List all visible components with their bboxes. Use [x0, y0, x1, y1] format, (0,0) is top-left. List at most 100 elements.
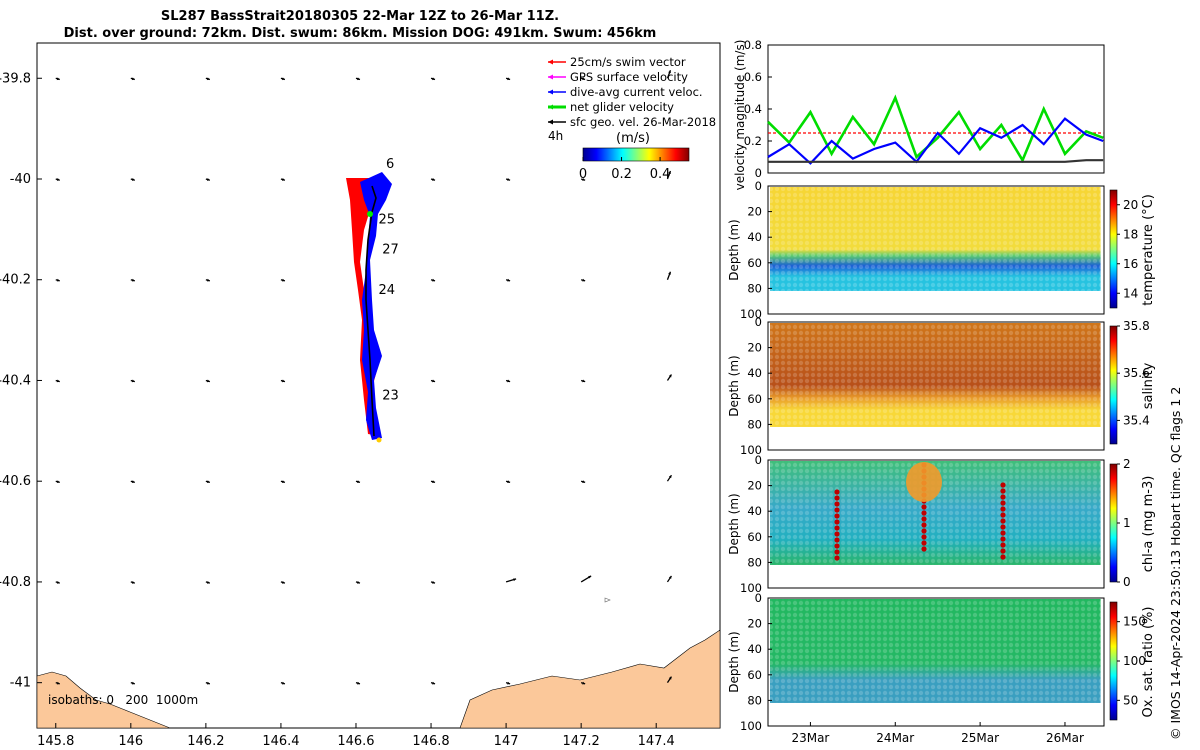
surface-velocity-arrow: [505, 178, 511, 181]
velocity-ytick-label: 0.8: [744, 38, 762, 52]
surface-velocity-arrow: [580, 77, 586, 81]
surface-velocity-arrow: [666, 374, 673, 381]
depth-tick-label: 40: [747, 642, 762, 656]
section-colorbar: [1109, 325, 1118, 445]
legend-label: sfc geo. vel. 26-Mar-2018: [570, 115, 716, 129]
chla-high-marker: [1000, 524, 1006, 530]
glider-track: [346, 172, 392, 443]
colorbar-tick-label: 20: [1123, 198, 1138, 212]
chla-high-marker: [1000, 482, 1006, 488]
day-label: 25: [379, 212, 396, 227]
section-ylabel: Depth (m): [727, 355, 741, 416]
legend-item: net glider velocity: [548, 100, 674, 114]
depth-tick-label: 0: [755, 453, 762, 467]
surface-velocity-arrow: [205, 379, 211, 383]
legend-label: 25cm/s swim vector: [570, 55, 686, 69]
depth-tick-label: 20: [747, 341, 762, 355]
chla-high-marker: [921, 522, 927, 528]
lat-tick-label: -40.6: [0, 474, 31, 489]
surface-velocity-arrow: [280, 480, 286, 484]
surface-velocity-arrow: [55, 480, 60, 484]
chla-bloom-patch: [906, 462, 942, 502]
speed-colorbar-ticks: 0 0.2 0.4: [579, 157, 670, 182]
time-tick-label: 25Mar: [961, 731, 999, 745]
section-colorbar: [1109, 189, 1118, 309]
legend-item: 25cm/s swim vector: [548, 55, 686, 69]
legend-label: net glider velocity: [570, 100, 674, 114]
section-ylabel: Depth (m): [727, 219, 741, 280]
surface-velocity-arrow: [430, 580, 436, 584]
velocity-ytick-label: 0.6: [744, 70, 762, 84]
tasmania-coast-east: [459, 629, 721, 729]
depth-tick-label: 20: [747, 205, 762, 219]
surface-velocity-arrow: [205, 77, 211, 81]
surface-velocity-arrow: [55, 178, 60, 181]
depth-tick-label: 60: [747, 392, 762, 406]
surface-velocity-arrow: [130, 178, 136, 181]
surface-velocity-arrow: [580, 575, 592, 583]
colorbar-tick-label: 35.4: [1123, 413, 1150, 427]
chla-high-marker: [1000, 548, 1006, 554]
colorbar-label: chl-a (mg m-3): [1141, 476, 1156, 573]
chla-high-marker: [1000, 542, 1006, 548]
section-panel-oxygen: 0 20 40 60 80 100 Depth (m) 150 100 50 Ox. sat. ra…: [727, 591, 1156, 733]
depth-tick-label: 60: [747, 256, 762, 270]
chla-high-marker: [921, 516, 927, 522]
chla-high-marker: [1000, 494, 1006, 500]
surface-velocity-arrow: [580, 178, 586, 181]
surface-velocity-arrow: [280, 178, 286, 181]
legend-label: dive-avg current veloc.: [570, 85, 703, 99]
surface-velocity-arrow: [666, 676, 673, 684]
track-black: [365, 185, 377, 437]
chla-high-marker: [834, 519, 840, 525]
velocity-ylabel: velocity magnitude (m/s): [733, 40, 747, 191]
chla-high-marker: [1000, 536, 1006, 542]
chla-high-marker: [1000, 500, 1006, 506]
lat-tick-label: -40.4: [0, 373, 31, 388]
depth-tick-label: 20: [747, 617, 762, 631]
speed-colorbar-tick-label: 0: [579, 167, 587, 182]
lon-tick-label: 146.4: [262, 734, 299, 749]
chla-high-marker: [834, 549, 840, 555]
lon-tick-label: 147.4: [638, 734, 675, 749]
section-panel-salinity: 0 20 40 60 80 100 Depth (m) 35.8 35.6 35.4 salinit…: [727, 315, 1156, 457]
time-axis-ticks: 23Mar 24Mar 25Mar 26Mar: [791, 722, 1084, 745]
surface-velocity-arrow: [505, 681, 511, 685]
depth-tick-label: 100: [740, 307, 762, 321]
chla-high-marker: [921, 540, 927, 546]
surface-velocity-arrow: [355, 77, 361, 81]
chla-high-marker: [834, 543, 840, 549]
depth-tick-label: 80: [747, 555, 762, 569]
colorbar-tick-label: 100: [1123, 654, 1146, 668]
velocity-series-line: [767, 94, 1104, 164]
lon-tick-label: 147: [494, 734, 519, 749]
colorbar-label: temperature (°C): [1141, 194, 1156, 306]
section-ylabel: Depth (m): [727, 631, 741, 692]
surface-velocity-arrow: [430, 178, 436, 181]
surface-velocity-arrow: [355, 681, 361, 685]
chla-high-marker: [921, 510, 927, 516]
colorbar-label: salinity: [1141, 362, 1156, 409]
surface-velocity-arrow: [205, 580, 211, 584]
surface-velocity-arrow: [205, 278, 211, 282]
speed-colorbar: [582, 147, 690, 162]
section-colorbar: [1109, 601, 1118, 721]
track-end-marker: [376, 437, 382, 443]
velocity-ytick-label: 0.2: [744, 134, 762, 148]
chla-high-marker: [921, 504, 927, 510]
colorbar-tick-label: 0: [1123, 575, 1131, 589]
depth-tick-label: 0: [755, 315, 762, 329]
depth-tick-label: 100: [740, 443, 762, 457]
colorbar-tick-label: 35.8: [1123, 319, 1150, 333]
lon-tick-label: 145.8: [37, 734, 74, 749]
chla-high-marker: [1000, 518, 1006, 524]
surface-velocity-arrow: [280, 77, 286, 81]
depth-tick-label: 100: [740, 719, 762, 733]
colorbar-tick-label: 1: [1123, 516, 1131, 530]
surface-velocity-arrow: [580, 681, 586, 685]
colorbar-tick-label: 35.6: [1123, 366, 1150, 380]
depth-tick-label: 60: [747, 530, 762, 544]
section-panel-chla: 0 20 40 60 80 100 Depth (m) 2 1 0 chl-a (mg m-3): [727, 453, 1156, 595]
